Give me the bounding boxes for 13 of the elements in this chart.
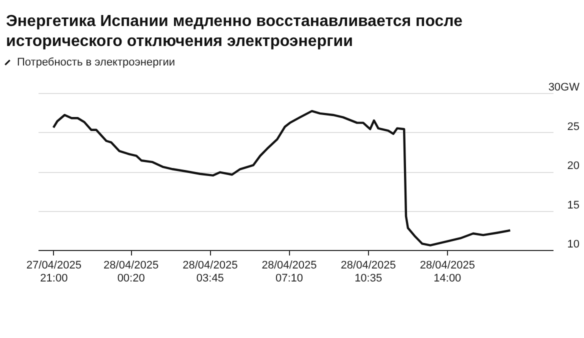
x-tick-label: 28/04/2025 14:00 — [420, 260, 475, 284]
x-tick-label: 28/04/2025 07:10 — [262, 260, 317, 284]
chart-title: Энергетика Испании медленно восстанавливается после исторического отключения электроэнергии — [6, 13, 463, 50]
y-tick-label: 20 — [567, 160, 580, 172]
x-tick-label: 28/04/2025 00:20 — [104, 260, 159, 284]
y-tick-label: 10 — [567, 238, 580, 250]
y-tick-label: 15 — [567, 199, 580, 212]
legend-label: Потребность в электроэнергии — [17, 56, 175, 68]
x-tick-label: 27/04/2025 21:00 — [26, 260, 82, 284]
y-tick-label: 25 — [567, 120, 580, 133]
x-tick-label: 28/04/2025 10:35 — [340, 260, 396, 284]
x-tick-label: 28/04/2025 03:45 — [182, 260, 238, 284]
y-tick-label: 30GW — [548, 82, 580, 94]
